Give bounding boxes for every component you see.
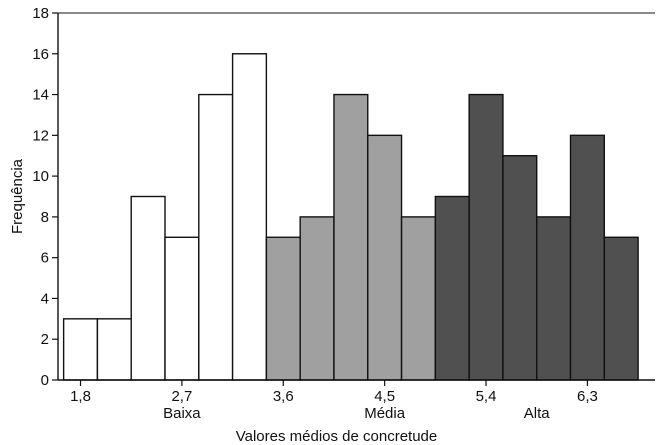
histogram-bar-11 (400, 216, 437, 381)
y-tick-label: 4 (41, 290, 49, 307)
y-tick-label: 10 (32, 168, 49, 185)
histogram-bar-8 (299, 216, 335, 381)
histogram-bar-16 (569, 134, 606, 381)
x-tick-label: 3,6 (273, 388, 294, 405)
axes-group (57, 12, 655, 381)
x-tick-label: 6,3 (577, 388, 598, 405)
histogram-bar-4 (164, 236, 200, 381)
histogram-bar-6 (231, 53, 268, 381)
histogram-bar-17 (603, 236, 639, 381)
y-axis-label: Frequência (9, 158, 26, 234)
y-tick-label: 16 (32, 46, 49, 63)
group-label-baixa: Baixa (163, 405, 201, 422)
histogram-bar-3 (130, 195, 166, 381)
histogram-bar-9 (333, 93, 369, 381)
histogram-bar-15 (536, 216, 572, 381)
y-ticks-group: 0 2 4 6 8 10 12 14 16 18 (32, 5, 58, 389)
histogram-bar-7 (265, 236, 301, 381)
x-axis-label: Valores médios de concretude (236, 428, 438, 445)
histogram-bar-10 (367, 134, 403, 381)
x-tick-label: 1,8 (70, 388, 91, 405)
y-tick-label: 12 (32, 127, 49, 144)
group-label-média: Média (364, 405, 406, 422)
y-tick-label: 14 (32, 87, 49, 104)
histogram-bar-2 (96, 318, 132, 381)
x-tick-label: 5,4 (476, 388, 497, 405)
y-tick-label: 8 (41, 209, 49, 226)
y-tick-label: 0 (41, 372, 49, 389)
histogram-bar-14 (502, 155, 538, 381)
bars-group (62, 53, 639, 381)
x-tick-label: 4,5 (374, 388, 395, 405)
histogram-bar-1 (62, 318, 99, 381)
group-label-alta: Alta (524, 405, 551, 422)
histogram-bar-5 (198, 93, 234, 381)
y-tick-label: 2 (41, 331, 49, 348)
x-tick-label: 2,7 (171, 388, 192, 405)
histogram-bar-13 (468, 93, 504, 381)
y-tick-label: 6 (41, 250, 49, 267)
histogram-bar-12 (434, 195, 470, 381)
y-tick-label: 18 (32, 5, 49, 22)
group-labels-group: Baixa Média Alta (163, 405, 550, 422)
x-ticks-group: 1,8 2,7 3,6 4,5 5,4 6,3 (70, 380, 598, 405)
